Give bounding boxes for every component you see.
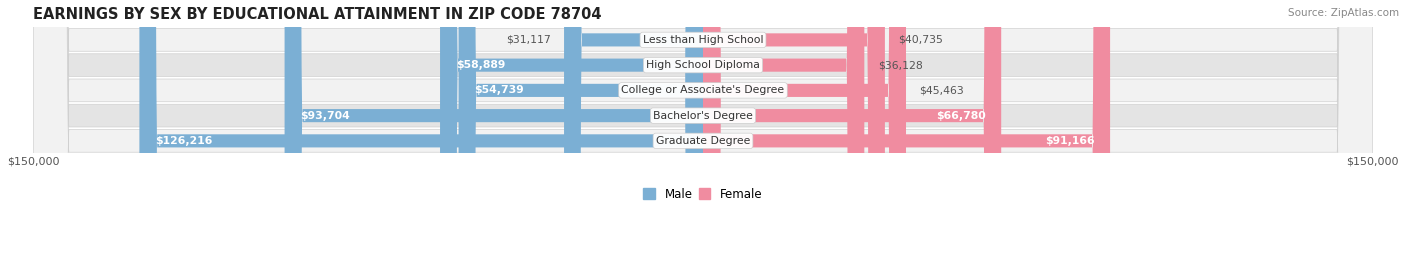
- FancyBboxPatch shape: [139, 0, 703, 268]
- Text: $66,780: $66,780: [936, 111, 986, 121]
- Text: $126,216: $126,216: [155, 136, 212, 146]
- FancyBboxPatch shape: [34, 0, 1372, 268]
- Text: High School Diploma: High School Diploma: [647, 60, 759, 70]
- Text: College or Associate's Degree: College or Associate's Degree: [621, 85, 785, 95]
- Text: Less than High School: Less than High School: [643, 35, 763, 45]
- FancyBboxPatch shape: [458, 0, 703, 268]
- Text: $54,739: $54,739: [474, 85, 524, 95]
- FancyBboxPatch shape: [34, 0, 1372, 268]
- Text: Bachelor's Degree: Bachelor's Degree: [652, 111, 754, 121]
- FancyBboxPatch shape: [703, 0, 1111, 268]
- Text: Source: ZipAtlas.com: Source: ZipAtlas.com: [1288, 8, 1399, 18]
- FancyBboxPatch shape: [440, 0, 703, 268]
- Text: EARNINGS BY SEX BY EDUCATIONAL ATTAINMENT IN ZIP CODE 78704: EARNINGS BY SEX BY EDUCATIONAL ATTAINMEN…: [34, 7, 602, 22]
- Text: $91,166: $91,166: [1045, 136, 1094, 146]
- Text: $45,463: $45,463: [920, 85, 965, 95]
- FancyBboxPatch shape: [284, 0, 703, 268]
- FancyBboxPatch shape: [564, 0, 703, 268]
- FancyBboxPatch shape: [34, 0, 1372, 268]
- Text: $40,735: $40,735: [898, 35, 943, 45]
- FancyBboxPatch shape: [703, 0, 884, 268]
- FancyBboxPatch shape: [703, 0, 1001, 268]
- FancyBboxPatch shape: [703, 0, 905, 268]
- Text: $58,889: $58,889: [456, 60, 505, 70]
- FancyBboxPatch shape: [34, 0, 1372, 268]
- Text: $31,117: $31,117: [506, 35, 551, 45]
- FancyBboxPatch shape: [34, 0, 1372, 268]
- Text: $36,128: $36,128: [877, 60, 922, 70]
- Text: Graduate Degree: Graduate Degree: [655, 136, 751, 146]
- Legend: Male, Female: Male, Female: [644, 188, 762, 200]
- Text: $93,704: $93,704: [301, 111, 350, 121]
- FancyBboxPatch shape: [703, 0, 865, 268]
